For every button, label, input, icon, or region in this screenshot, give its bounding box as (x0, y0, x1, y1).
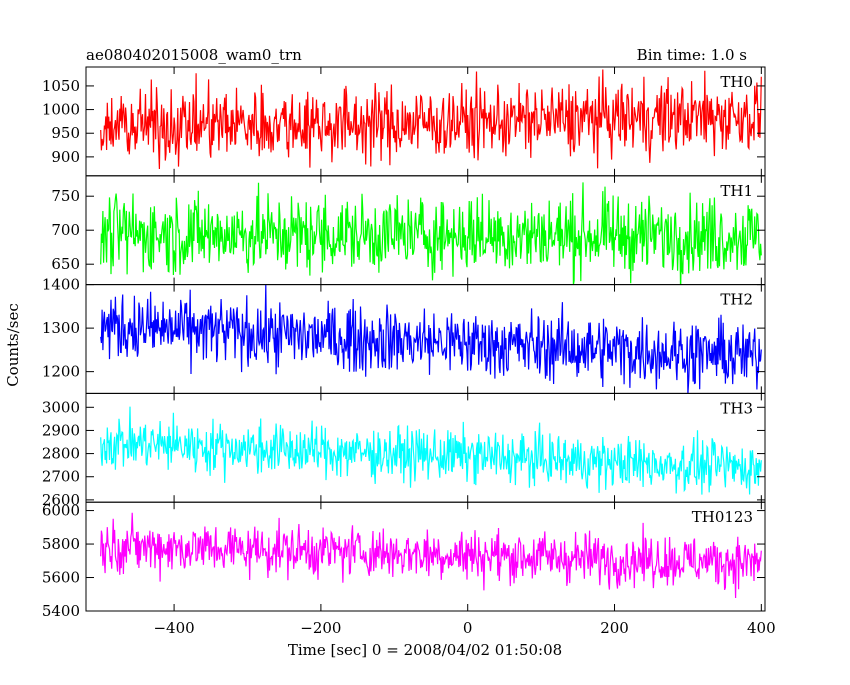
y-tick-label-th0123: 5400 (42, 602, 80, 620)
series-name-th3: TH3 (720, 399, 753, 417)
y-tick-label-th1: 650 (51, 255, 80, 273)
y-tick-label-th3: 3000 (42, 398, 80, 416)
x-tick-label: 400 (747, 619, 776, 637)
y-tick-label-th3: 2900 (42, 421, 80, 439)
series-line-th0123 (100, 512, 762, 599)
series-name-th0123: TH0123 (692, 508, 753, 526)
x-tick-label: −400 (153, 619, 194, 637)
x-tick-label: 0 (463, 619, 473, 637)
y-tick-label-th0123: 6000 (42, 502, 80, 520)
y-tick-label-th3: 2600 (42, 491, 80, 509)
series-name-th1: TH1 (720, 182, 753, 200)
y-tick-label-th2: 1200 (42, 363, 80, 381)
y-tick-label-th0123: 5800 (42, 535, 80, 553)
y-axis-label: Counts/sec (4, 303, 22, 387)
series-name-th0: TH0 (720, 73, 753, 91)
bin-time-label: Bin time: 1.0 s (637, 46, 747, 64)
y-tick-label-th0: 1050 (42, 77, 80, 95)
y-tick-label-th1: 750 (51, 187, 80, 205)
panel-frame-th0123 (85, 501, 766, 612)
y-tick-label-th3: 2800 (42, 445, 80, 463)
y-tick-label-th0: 1000 (42, 101, 80, 119)
y-tick-label-th2: 1300 (42, 319, 80, 337)
x-tick-label: 200 (600, 619, 629, 637)
series-line-th0 (100, 69, 762, 170)
series-line-th1 (100, 182, 762, 285)
y-tick-label-th0123: 5600 (42, 569, 80, 587)
y-tick-label-th3: 2700 (42, 468, 80, 486)
x-axis-label: Time [sec] 0 = 2008/04/02 01:50:08 (288, 641, 562, 659)
y-tick-label-th0: 950 (51, 124, 80, 142)
y-tick-label-th1: 700 (51, 221, 80, 239)
series-name-th2: TH2 (720, 291, 753, 309)
y-tick-label-th0: 900 (51, 148, 80, 166)
chart-title: ae080402015008_wam0_trn (86, 46, 302, 64)
series-line-th2 (100, 284, 762, 394)
y-tick-label-th2: 1400 (42, 276, 80, 294)
series-line-th3 (100, 406, 762, 495)
x-tick-label: −200 (300, 619, 341, 637)
panels-group: 900 950 1000 1050 TH0 650 700 750 TH1 1200 1300 140… (42, 66, 776, 637)
